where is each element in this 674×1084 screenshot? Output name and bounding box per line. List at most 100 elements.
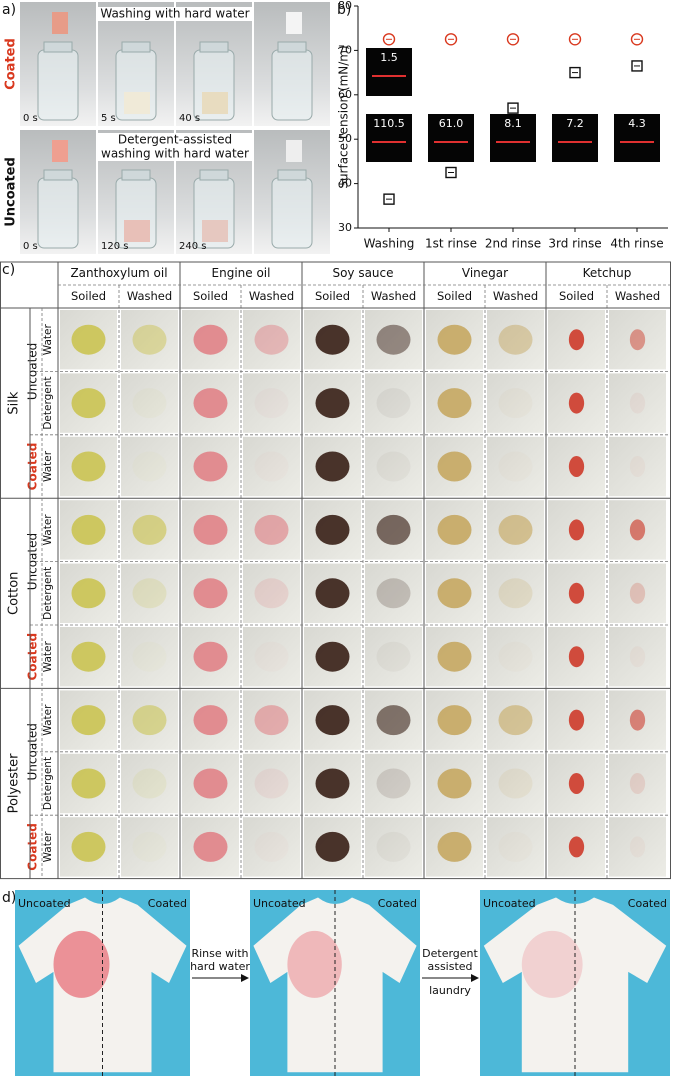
- time-label: 0 s: [23, 113, 38, 124]
- stain: [629, 392, 646, 414]
- jar: [37, 49, 79, 121]
- condition-label: Water: [42, 641, 54, 673]
- stain: [629, 519, 646, 541]
- stain: [568, 646, 585, 668]
- jar-neck: [277, 169, 307, 181]
- stain: [568, 329, 585, 351]
- stain: [376, 641, 411, 672]
- stain: [254, 514, 289, 545]
- fabric-photo: [365, 436, 422, 497]
- stain: [376, 768, 411, 799]
- subcolumn-header: Washed: [249, 289, 294, 303]
- stain: [498, 831, 533, 862]
- column-header: Zanthoxylum oil: [70, 266, 167, 280]
- jar-neck: [199, 169, 229, 181]
- stain: [376, 388, 411, 419]
- jar-neck: [277, 41, 307, 53]
- condition-label: Water: [42, 514, 54, 546]
- stain: [132, 831, 167, 862]
- stain: [437, 324, 472, 355]
- column-header: Ketchup: [583, 266, 632, 280]
- stain: [315, 831, 350, 862]
- fabric-photo: [487, 310, 544, 370]
- stain: [498, 641, 533, 672]
- jar: [37, 177, 79, 249]
- fabric-photo: [365, 627, 422, 687]
- fabric-photo: [609, 817, 666, 877]
- stain: [568, 709, 585, 731]
- jar: [271, 49, 313, 121]
- time-label: 40 s: [179, 113, 200, 124]
- stain: [132, 641, 167, 672]
- subcolumn-header: Soiled: [559, 289, 594, 303]
- stain: [376, 705, 411, 736]
- fabric-photo: [121, 436, 178, 497]
- stain: [71, 641, 106, 672]
- stain: [132, 514, 167, 545]
- jar-neck: [121, 41, 151, 53]
- stain: [315, 388, 350, 419]
- title-bg: [98, 147, 252, 161]
- jar-neck: [121, 169, 151, 181]
- stain: [498, 451, 533, 482]
- fabric-photo: [609, 436, 666, 497]
- x-tick-label: 3rd rinse: [548, 237, 601, 251]
- panel-label: d): [2, 890, 16, 906]
- stain: [71, 578, 106, 609]
- stain: [254, 641, 289, 672]
- stain: [437, 831, 472, 862]
- stain: [132, 578, 167, 609]
- fabric-photo: [121, 817, 178, 877]
- fabric-photo: [365, 310, 422, 370]
- stain: [568, 519, 585, 541]
- fabric-label: Silk: [7, 391, 22, 414]
- fabric-photo: [609, 627, 666, 687]
- y-axis-label: Surface tension (mN/m): [337, 45, 351, 188]
- stain: [498, 514, 533, 545]
- shirt-stain: [521, 930, 583, 998]
- stain: [315, 324, 350, 355]
- stain: [568, 582, 585, 604]
- fabric-photo: [121, 627, 178, 687]
- stain: [132, 768, 167, 799]
- sample: [286, 12, 302, 34]
- stain: [193, 641, 228, 672]
- condition-label: Detergent: [42, 567, 54, 620]
- stain: [254, 388, 289, 419]
- panel-label: b): [337, 2, 351, 18]
- stain: [498, 578, 533, 609]
- stain: [568, 456, 585, 477]
- condition-label: Water: [42, 704, 54, 736]
- stain: [193, 705, 228, 736]
- shirt-label: Uncoated: [483, 897, 536, 910]
- stain: [132, 324, 167, 355]
- stain: [71, 768, 106, 799]
- stain: [376, 514, 411, 545]
- y-tick-label: 70: [338, 43, 352, 56]
- inset-image: [490, 114, 536, 162]
- x-tick-label: 2nd rinse: [485, 237, 541, 251]
- shirt-label: Coated: [148, 897, 187, 910]
- stain: [193, 324, 228, 355]
- stain: [193, 388, 228, 419]
- subcolumn-header: Washed: [127, 289, 172, 303]
- stain: [315, 705, 350, 736]
- stain: [71, 388, 106, 419]
- x-tick-label: Washing: [364, 237, 415, 251]
- fabric-photo: [121, 563, 178, 623]
- jar: [271, 177, 313, 249]
- sample: [202, 92, 228, 114]
- sample: [124, 220, 150, 242]
- condition-label: Water: [42, 831, 54, 863]
- inset-label: 8.1: [504, 117, 522, 130]
- condition-label: Water: [42, 450, 54, 482]
- group-label: Coated: [26, 443, 40, 491]
- stain: [437, 768, 472, 799]
- column-header: Soy sauce: [332, 266, 393, 280]
- stain: [254, 831, 289, 862]
- fabric-photo: [243, 310, 300, 370]
- stain: [315, 578, 350, 609]
- title-bg: [98, 133, 252, 147]
- jar-neck: [43, 169, 73, 181]
